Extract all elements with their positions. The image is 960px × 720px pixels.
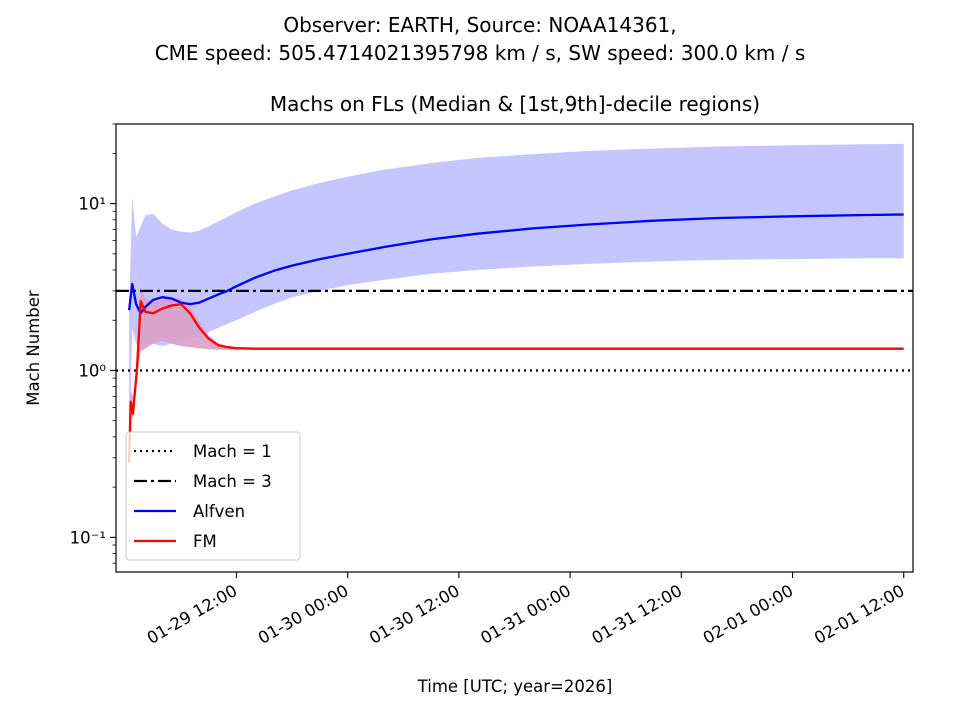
y-axis: 10⁻¹ 10⁰ 10¹ (70, 123, 116, 564)
chart-title: Machs on FLs (Median & [1st,9th]-decile … (270, 92, 760, 116)
decile-bands (129, 143, 904, 463)
y-tick-label: 10¹ (78, 195, 106, 214)
y-tick-label: 10⁰ (78, 361, 106, 380)
legend-label-alfven: Alfven (193, 502, 245, 521)
legend-label-mach-1: Mach = 1 (193, 442, 272, 461)
alfven-median-line (127, 213, 904, 315)
plot-area-frame (115, 123, 914, 573)
y-tick-label: 10⁻¹ (70, 528, 106, 547)
legend: Mach = 1 Mach = 3 Alfven FM (125, 431, 301, 561)
median-lines (127, 213, 904, 463)
suptitle-line-1: Observer: EARTH, Source: NOAA14361, (283, 13, 676, 37)
fm-median-line (127, 300, 904, 463)
legend-frame (125, 431, 301, 561)
legend-label-fm: FM (193, 532, 217, 551)
x-axis-label: Time [UTC; year=2026] (417, 677, 613, 696)
legend-label-mach-3: Mach = 3 (193, 472, 272, 491)
alfven-decile-band (129, 143, 904, 458)
y-axis-label: Mach Number (24, 290, 43, 406)
suptitle-line-2: CME speed: 505.4714021395798 km / s, SW … (155, 41, 806, 65)
reference-lines (116, 289, 913, 372)
